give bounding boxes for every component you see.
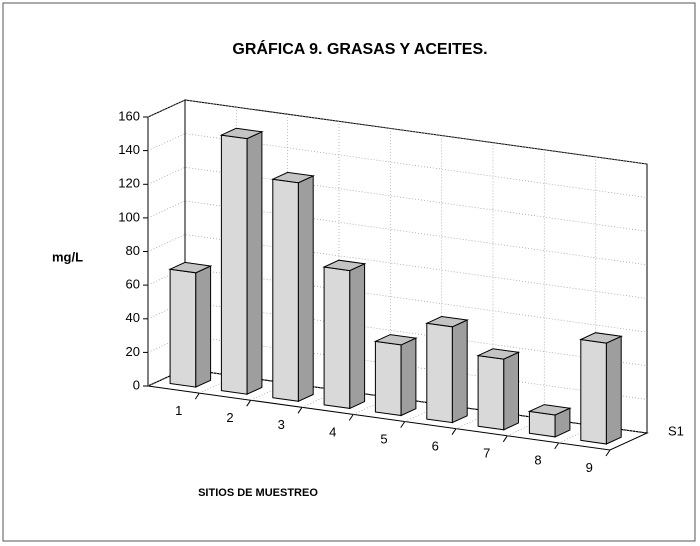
x-tick: [502, 435, 508, 443]
grid-line: [147, 200, 648, 266]
x-axis-label: SITIOS DE MUESTREO: [198, 487, 318, 499]
bar-top: [476, 348, 521, 360]
x-tick-label: 8: [534, 453, 541, 468]
bar: [219, 127, 264, 395]
grid-line: [147, 234, 648, 299]
bar-side: [605, 335, 622, 445]
y-tick-label: 80: [126, 243, 140, 258]
bar-front: [426, 322, 453, 424]
chart-title: GRÁFICA 9. GRASAS Y ACEITES.: [232, 39, 487, 58]
bar-top: [373, 334, 418, 346]
bar-top: [425, 315, 469, 328]
bar: [425, 315, 469, 424]
x-tick: [297, 407, 303, 414]
x-tick-label: 1: [175, 403, 182, 418]
bar-front: [272, 178, 299, 402]
bar: [271, 171, 315, 403]
x-tick: [348, 414, 354, 421]
grid-line: [147, 301, 648, 367]
y-tick-label: 20: [126, 344, 140, 359]
grid-line: [147, 99, 648, 165]
bar-side: [195, 265, 212, 388]
bar-front: [528, 410, 556, 438]
bar-side: [451, 319, 468, 424]
bar: [168, 261, 213, 388]
bar-side: [503, 351, 519, 431]
bar-top: [322, 259, 367, 272]
x-tick: [246, 399, 252, 407]
series-label: S1: [668, 423, 684, 438]
x-tick-label: 7: [483, 446, 490, 461]
bar: [322, 259, 367, 410]
bar: [476, 348, 521, 431]
y-tick-label: 100: [118, 209, 140, 224]
grid-line: [147, 133, 648, 198]
x-tick: [554, 442, 560, 450]
y-tick-label: 120: [118, 176, 140, 191]
x-tick: [451, 428, 457, 435]
x-tick-label: 3: [278, 417, 285, 432]
bar-top: [579, 332, 623, 344]
bar-side: [349, 263, 366, 410]
grid-line: [147, 166, 648, 232]
x-tick: [194, 392, 200, 400]
y-tick-label: 160: [118, 108, 140, 123]
bar-front: [580, 338, 607, 445]
y-tick-label: 140: [118, 142, 140, 157]
bar: [579, 332, 623, 445]
x-tick: [400, 421, 406, 428]
bar-front: [169, 268, 197, 388]
bar-front: [323, 266, 351, 409]
y-tick-label: 0: [133, 377, 140, 392]
bar: [527, 404, 572, 438]
bar-top: [527, 404, 572, 416]
y-axis-label: mg/L: [52, 249, 83, 264]
bar-top: [219, 127, 264, 140]
bar-front: [220, 134, 248, 395]
bar: [373, 334, 418, 417]
bar-front: [374, 340, 402, 417]
x-tick-label: 6: [432, 439, 439, 454]
x-tick-label: 9: [586, 460, 593, 475]
bar-side: [400, 337, 417, 417]
bar-side: [246, 131, 263, 395]
bar-side: [297, 175, 314, 403]
bar-front: [477, 355, 505, 431]
y-tick-label: 40: [126, 310, 140, 325]
y-tick-label: 60: [126, 277, 140, 292]
bar-top: [168, 261, 213, 274]
x-tick-label: 5: [380, 431, 387, 446]
grid-line: [147, 267, 648, 333]
x-tick: [605, 449, 611, 457]
x-tick-label: 2: [226, 410, 233, 425]
bar-top: [271, 171, 315, 184]
x-tick-label: 4: [329, 424, 336, 439]
